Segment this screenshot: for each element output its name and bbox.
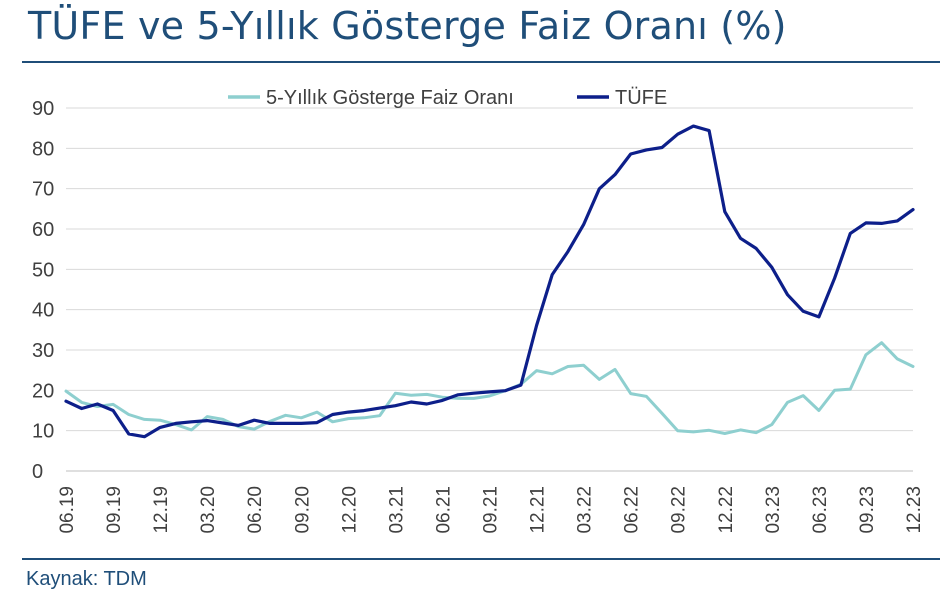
title-rule — [22, 61, 940, 63]
x-tick-label: 12.19 — [151, 486, 172, 534]
x-tick-label: 12.20 — [339, 486, 360, 534]
x-tick-label: 09.20 — [292, 486, 313, 534]
y-tick-label: 30 — [32, 340, 54, 362]
y-tick-label: 80 — [32, 138, 54, 160]
series-line-5y-bond-yield — [64, 341, 915, 435]
y-tick-label: 50 — [32, 259, 54, 281]
x-tick-label: 09.19 — [104, 486, 125, 534]
y-tick-label: 10 — [32, 421, 54, 443]
x-tick-label: 03.23 — [763, 486, 784, 534]
x-tick-label: 03.21 — [386, 486, 407, 534]
x-tick-label: 06.20 — [245, 486, 266, 534]
x-tick-label: 06.22 — [622, 486, 643, 534]
x-tick-label: 06.19 — [57, 486, 78, 534]
x-tick-label: 03.22 — [575, 486, 596, 534]
y-tick-label: 40 — [32, 300, 54, 322]
x-tick-label: 09.22 — [669, 486, 690, 534]
y-tick-label: 90 — [32, 98, 54, 120]
x-tick-label: 06.21 — [433, 486, 454, 534]
y-tick-label: 70 — [32, 179, 54, 201]
legend-label: 5-Yıllık Gösterge Faiz Oranı — [266, 87, 514, 109]
legend-label: TÜFE — [615, 87, 667, 109]
chart-title: TÜFE ve 5-Yıllık Gösterge Faiz Oranı (%) — [28, 4, 787, 48]
series-line-tufe — [64, 124, 915, 439]
source-note: Kaynak: TDM — [26, 568, 147, 590]
x-tick-label: 12.22 — [716, 486, 737, 534]
line-chart: 0 10 20 30 40 50 60 70 80 90 06.19 09.19 12.19 03.20 0… — [32, 87, 925, 534]
y-tick-label: 0 — [32, 461, 43, 483]
x-tick-label: 06.23 — [810, 486, 831, 534]
x-tick-label: 03.20 — [198, 486, 219, 534]
footer-rule — [22, 558, 940, 560]
x-tick-label: 12.23 — [904, 486, 925, 534]
y-tick-label: 60 — [32, 219, 54, 241]
y-tick-label: 20 — [32, 380, 54, 402]
x-tick-label: 09.23 — [857, 486, 878, 534]
x-tick-label: 09.21 — [481, 486, 502, 534]
x-tick-label: 12.21 — [528, 486, 549, 534]
